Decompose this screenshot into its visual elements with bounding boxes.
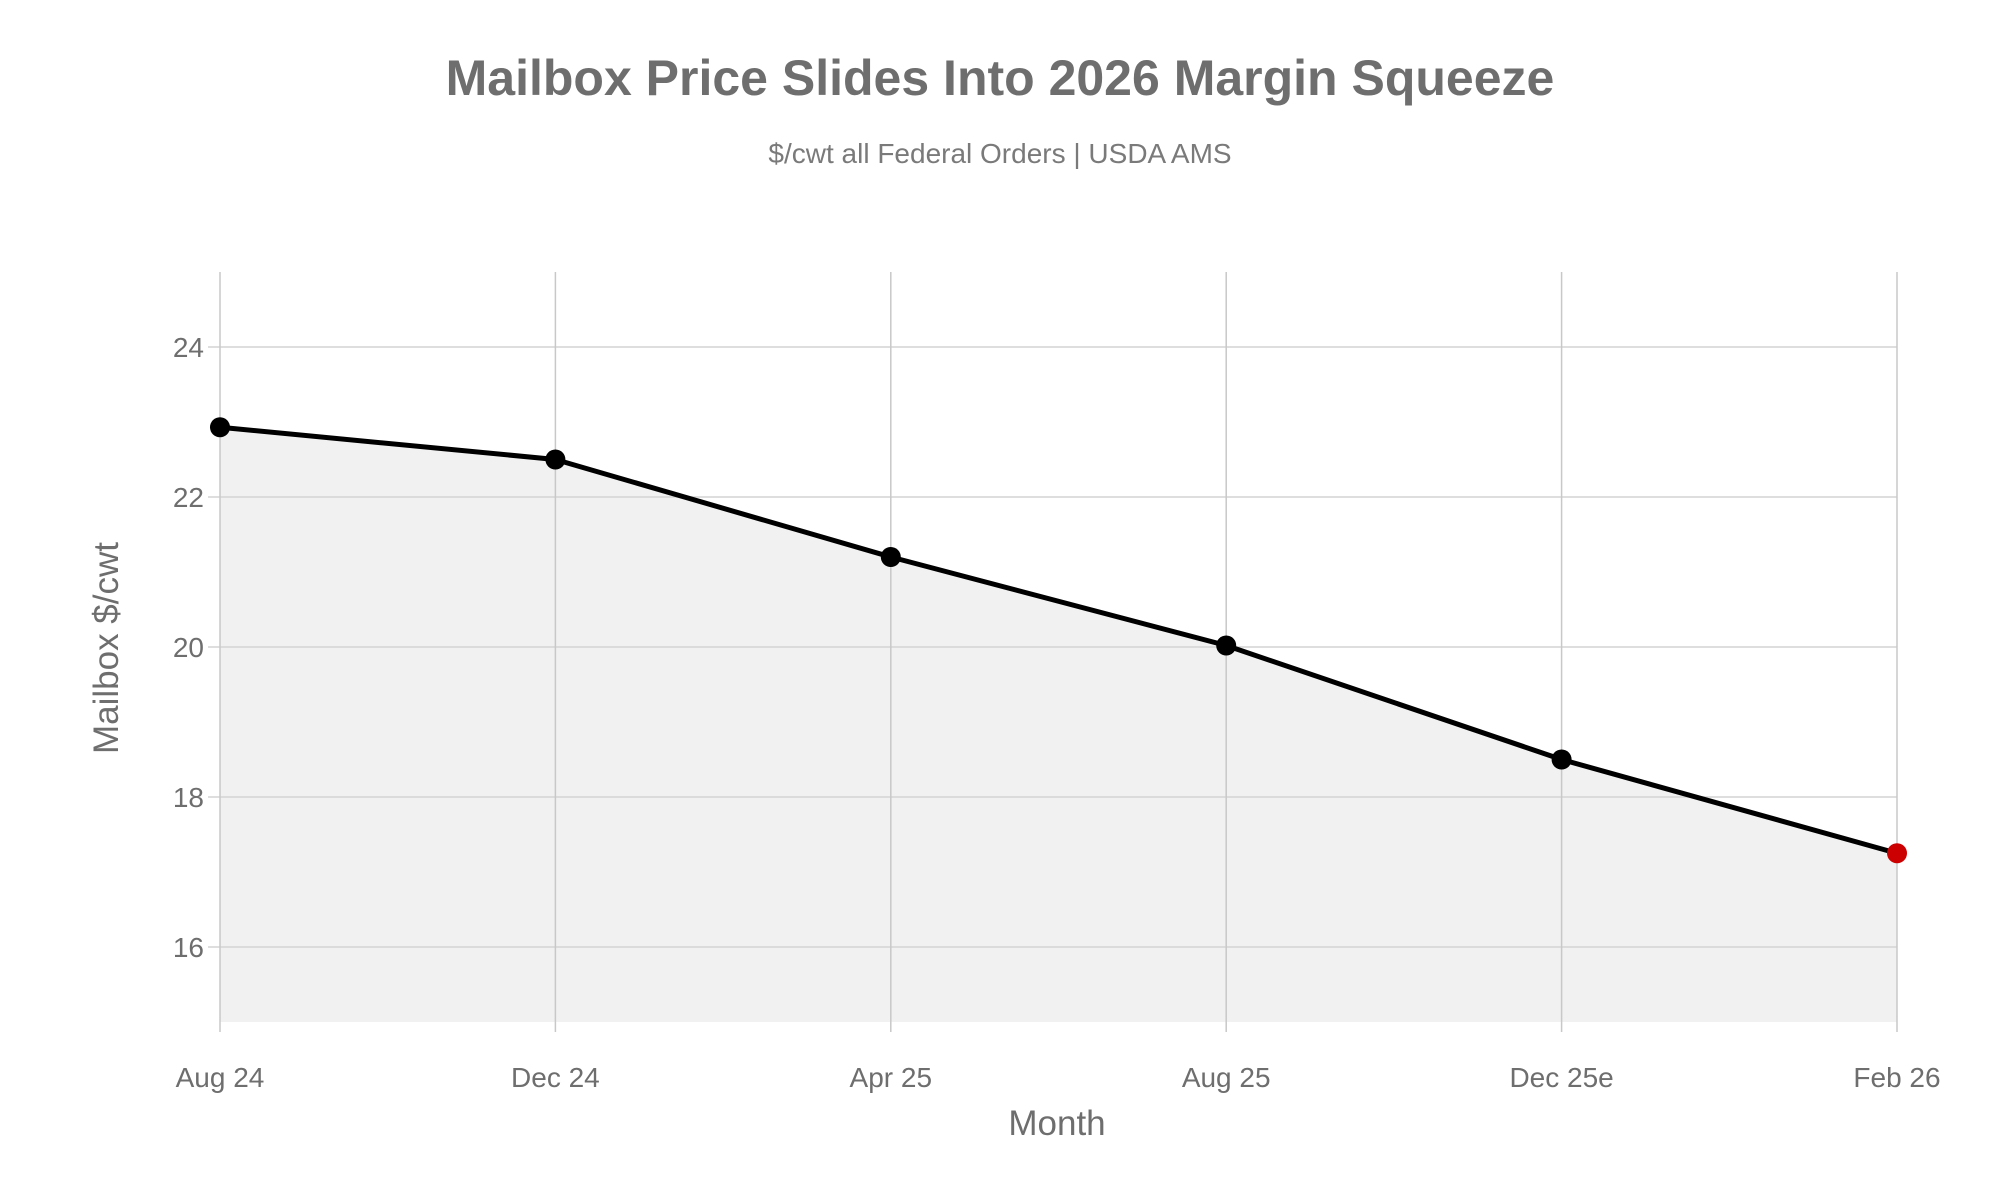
- data-point: [880, 547, 901, 567]
- y-tick-label: 24: [173, 332, 204, 363]
- x-tick-label: Dec 24: [511, 1062, 600, 1093]
- x-axis-label: Month: [1008, 1104, 1105, 1143]
- y-tick-label: 22: [173, 482, 204, 513]
- plot-area: 16 18 20 22 24 Aug 24 Dec 24 Apr 25 Aug 25 Dec 25…: [173, 272, 1941, 1093]
- area-fill: [220, 427, 1897, 1022]
- x-tick-label: Aug 24: [176, 1062, 265, 1093]
- y-tick-label: 16: [173, 932, 204, 963]
- y-tick-label: 20: [173, 632, 204, 663]
- data-point: [1551, 749, 1572, 770]
- y-tick-label: 18: [173, 782, 204, 813]
- x-tick-label: Aug 25: [1182, 1062, 1271, 1093]
- x-tick-label: Feb 26: [1853, 1062, 1940, 1093]
- y-axis-label: Mailbox $/cwt: [87, 542, 126, 754]
- chart-subtitle: $/cwt all Federal Orders | USDA AMS: [768, 138, 1231, 169]
- data-point: [1216, 635, 1237, 656]
- chart-title: Mailbox Price Slides Into 2026 Margin Sq…: [446, 50, 1555, 106]
- series-line: [219, 424, 1898, 856]
- data-point: [210, 417, 230, 438]
- x-tick-label: Dec 25e: [1509, 1062, 1613, 1093]
- data-point: [545, 449, 566, 470]
- x-tick-label: Apr 25: [850, 1062, 933, 1093]
- data-point-highlight: [1887, 843, 1907, 864]
